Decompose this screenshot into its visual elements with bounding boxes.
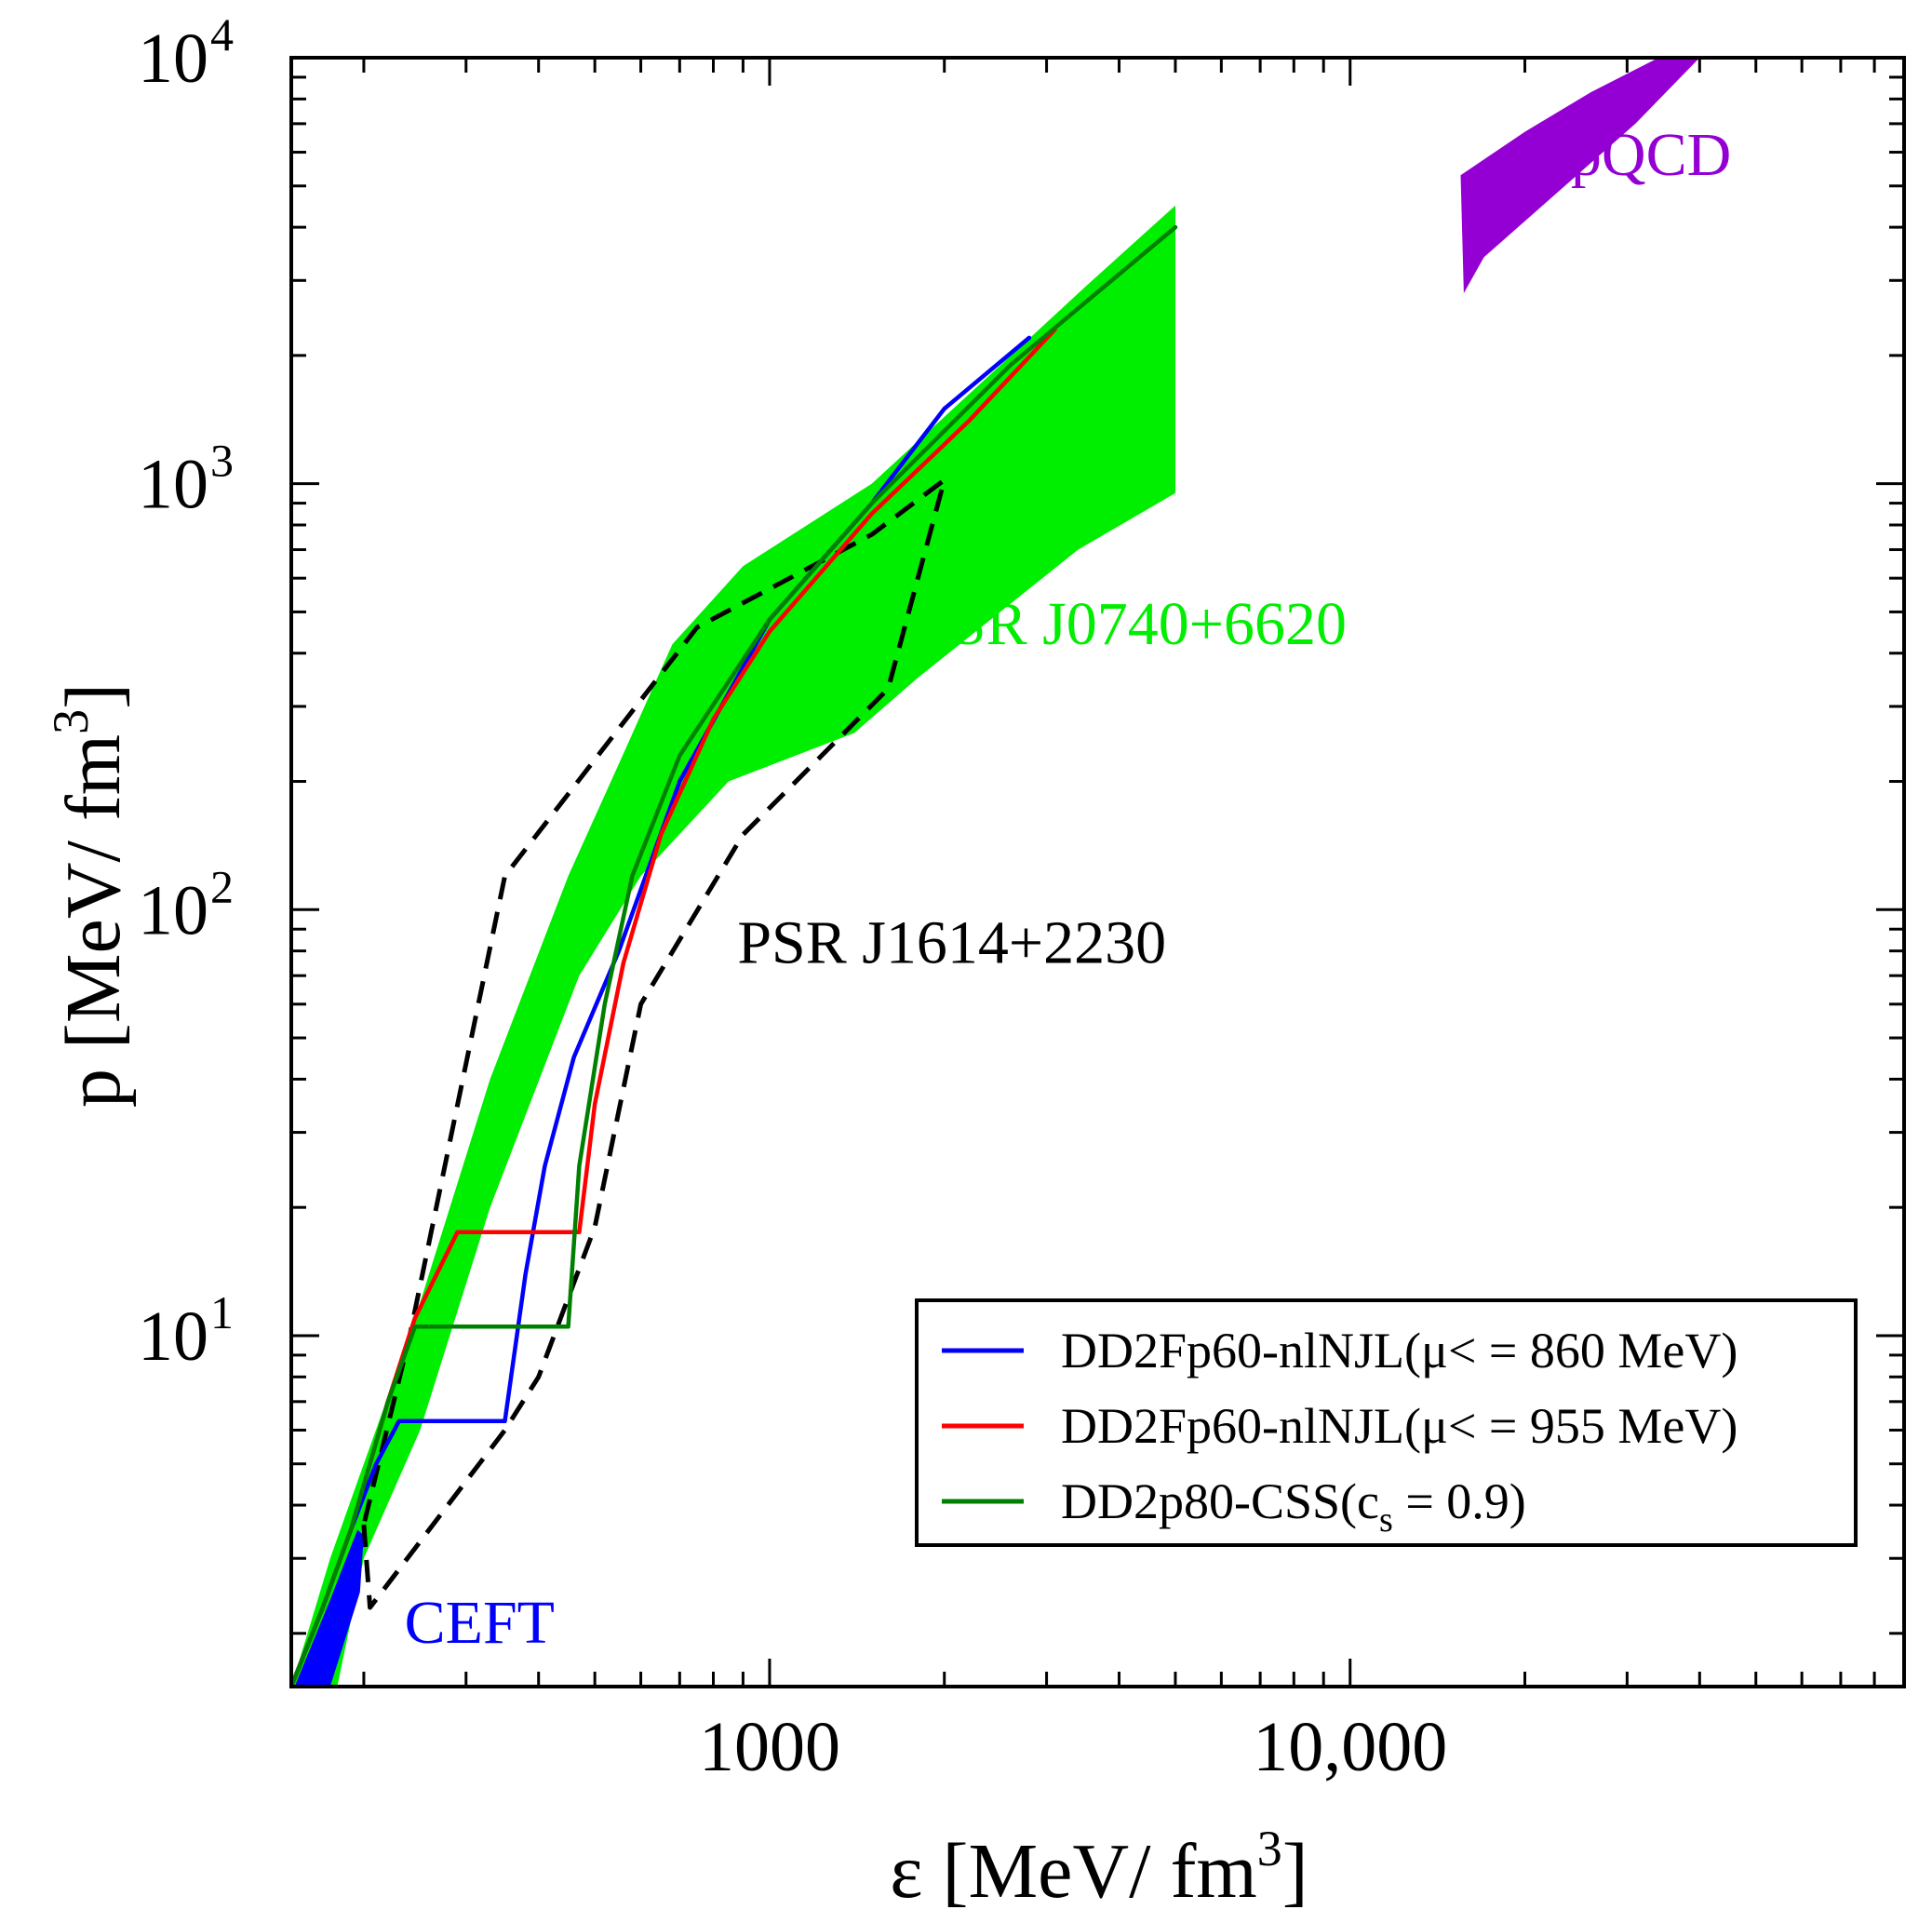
annotation-psr-j0740-6620: PSR J0740+6620: [918, 590, 1347, 658]
bands-layer: [291, 58, 1700, 1687]
legend-label-2: DD2Fp60-nlNJL(μ< = 955 MeV): [1061, 1398, 1737, 1454]
legend-label-3: DD2p80-CSS(cs = 0.9): [1061, 1473, 1526, 1540]
x-tick-label-1000: 1000: [699, 1708, 840, 1786]
x-tick-label-10-000: 10,000: [1253, 1708, 1447, 1786]
y-tick-label-1: 101: [138, 1286, 234, 1376]
x-axis-label: ε [MeV/ fm3]: [890, 1821, 1308, 1915]
legend-box: [915, 1298, 1858, 1547]
annotations-layer: PSR J0740+6620 PSR J1614+2230 CEFT pQCD: [405, 121, 1732, 1657]
y-tick-label-2: 102: [138, 860, 234, 949]
legend-label-1: DD2Fp60-nlNJL(μ< = 860 MeV): [1061, 1323, 1737, 1378]
y-axis-label: p [MeV/ fm3]: [43, 683, 137, 1108]
annotation-pqcd: pQCD: [1571, 121, 1731, 189]
series-line-3: [291, 224, 1178, 1687]
legend: DD2Fp60-nlNJL(μ< = 860 MeV) DD2Fp60-nlNJL…: [915, 1298, 1858, 1547]
band-pqcd: [1460, 58, 1700, 293]
band-ceft: [294, 1529, 364, 1687]
y-tick-label-3: 103: [138, 435, 234, 524]
series-layer: [291, 224, 1178, 1687]
annotation-psr-j1614-2230: PSR J1614+2230: [737, 908, 1166, 976]
ticks-layer: [291, 56, 1906, 1687]
annotation-ceft: CEFT: [405, 1589, 555, 1657]
band-psr-j0740-6620: [291, 205, 1175, 1687]
contour-psr-j1614-2230: [361, 477, 947, 1610]
tick-labels-layer: 1000 10,000 101 102 103 104: [138, 8, 1447, 1786]
y-tick-label-4: 104: [138, 8, 234, 98]
plot-border: [289, 56, 1906, 1688]
contours-layer: [361, 477, 947, 1610]
plot-frame: [289, 56, 1906, 1688]
